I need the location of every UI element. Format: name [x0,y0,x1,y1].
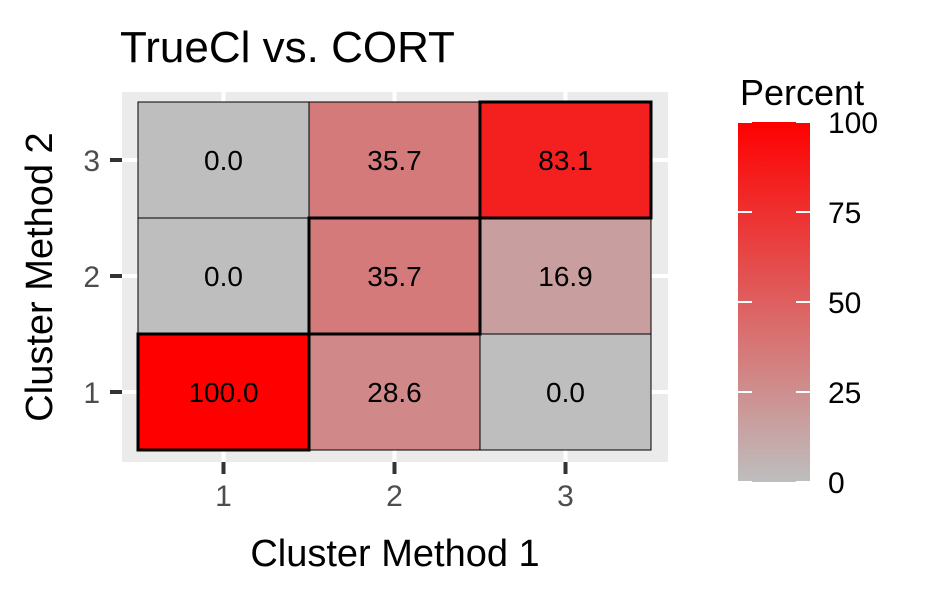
x-axis: 1 2 3 [215,462,574,513]
cell-labels: 100.0 28.6 0.0 0.0 35.7 16.9 0.0 35.7 83.1 [188,145,592,408]
x-tick-label: 1 [215,480,232,513]
x-axis-title: Cluster Method 1 [250,533,539,575]
heatmap-cells [137,101,652,451]
legend-ticks: 0 25 50 75 100 [738,107,878,500]
heatmap-cell-highlight [307,216,482,336]
x-tick-label: 2 [386,480,403,513]
heatmap-cell-highlight [478,100,653,220]
heatmap-cell [308,333,481,451]
heatmap-cell [137,101,310,219]
highlighted-cells [136,100,653,452]
legend-tick-label: 50 [828,287,861,320]
legend-title: Percent [740,72,864,113]
legend-tick-label: 100 [828,107,878,140]
heatmap-cell [308,101,481,219]
cell-value-label: 0.0 [204,261,243,292]
y-tick-label: 1 [83,377,100,410]
cell-value-label: 0.0 [204,145,243,176]
heatmap-cell [479,333,652,451]
legend-tick-label: 75 [828,197,861,230]
y-axis: 1 2 3 [83,145,122,410]
cell-value-label: 16.9 [538,261,593,292]
heatmap-cell-highlight [136,332,311,452]
cell-value-label: 83.1 [538,145,593,176]
legend-tick-label: 25 [828,377,861,410]
y-tick-label: 3 [83,145,100,178]
chart-title: TrueCl vs. CORT [120,23,455,72]
cell-value-label: 0.0 [546,377,585,408]
cell-value-label: 100.0 [188,377,258,408]
cell-value-label: 35.7 [367,261,422,292]
heatmap-cell [479,217,652,335]
legend-tick-label: 0 [828,467,845,500]
y-tick-label: 2 [83,261,100,294]
cell-value-label: 28.6 [367,377,422,408]
y-axis-title: Cluster Method 2 [19,132,61,421]
x-tick-label: 3 [557,480,574,513]
cell-value-label: 35.7 [367,145,422,176]
